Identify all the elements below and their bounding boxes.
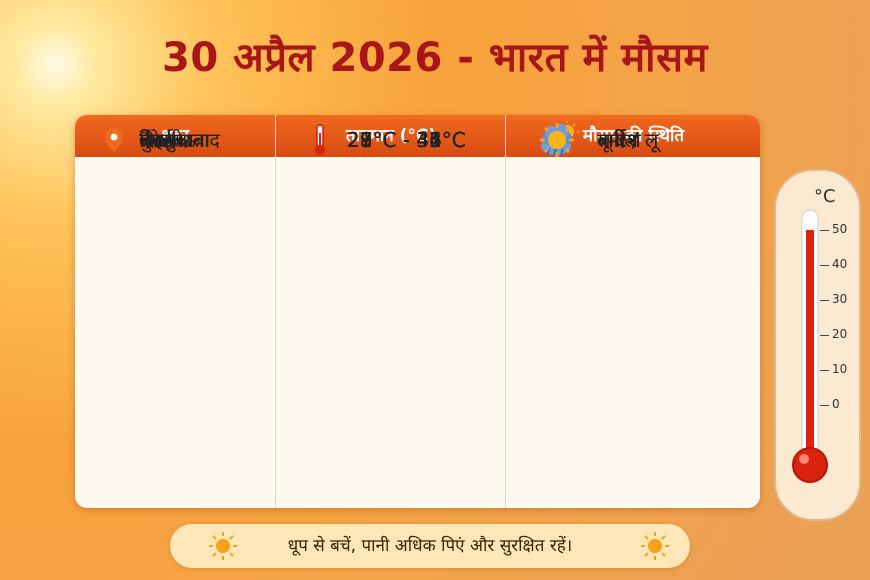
thermometer-tick xyxy=(820,370,829,371)
thermometer-tick-label: 30 xyxy=(832,292,848,306)
temperature-range: 27°C - 42°C xyxy=(347,128,466,152)
thermometer-tick xyxy=(820,335,829,336)
header-cell: तापमान (°C) xyxy=(275,115,506,157)
sun-icon xyxy=(209,532,237,560)
city-name: चेन्नई xyxy=(139,128,173,152)
temperature-range: 21°C - 31°C xyxy=(347,128,466,152)
temperature-range: 28°C - 43°C xyxy=(347,128,466,152)
thermometer-tick xyxy=(820,300,829,301)
weather-condition: बादल xyxy=(597,128,638,152)
weather-condition: बारिश xyxy=(597,128,641,152)
footer-text: धूप से बचें, पानी अधिक पिएं और सुरक्षित … xyxy=(287,536,573,556)
column-divider xyxy=(275,115,276,508)
weather-condition: गर्मी / लू xyxy=(597,128,659,152)
title: 30 अप्रैल 2026 - भारत में मौसम xyxy=(162,35,708,81)
temperature-range: 27°C - 35°C xyxy=(347,128,466,152)
thermometer-tick-label: 40 xyxy=(832,257,848,271)
city-name: अहमदाबाद xyxy=(139,128,220,152)
thermometer-unit: °C xyxy=(814,186,836,207)
thermometer-tick-label: 0 xyxy=(832,397,840,411)
city-name: कोलकाता xyxy=(139,128,211,152)
thermometer xyxy=(774,169,861,521)
footer-banner: धूप से बचें, पानी अधिक पिएं और सुरक्षित … xyxy=(170,524,690,568)
weather-condition: गर्मी / लू xyxy=(597,128,659,152)
thermometer-tick xyxy=(820,265,829,266)
thermometer-tick xyxy=(820,230,829,231)
thermometer-mercury xyxy=(806,230,814,480)
thermometer-tick xyxy=(820,405,829,406)
bulb-shine xyxy=(799,454,809,464)
weather-table: शहर तापमान (°C) मौसम की स्थिति दिल्ली 28°… xyxy=(75,115,760,508)
column-divider xyxy=(505,115,506,508)
temperature-range: 28°C - 36°C xyxy=(347,128,466,152)
weather-icon xyxy=(537,120,577,164)
city-name: बैंगलुरु xyxy=(139,128,188,152)
sun-icon xyxy=(641,532,669,560)
weather-condition: गर्मी xyxy=(597,128,626,152)
weather-condition: बारिश xyxy=(597,128,641,152)
thermometer-tick-label: 20 xyxy=(832,327,848,341)
thermometer-tick-label: 10 xyxy=(832,362,848,376)
city-name: दिल्ली xyxy=(139,128,183,152)
thermometer-bulb xyxy=(792,447,828,483)
temperature-range: 27°C - 34°C xyxy=(347,128,466,152)
temperature-range: 29°C - 44°C xyxy=(347,128,466,152)
city-name: मुंबई xyxy=(139,128,173,152)
thermometer-tick-label: 50 xyxy=(832,222,848,236)
weather-condition: लू xyxy=(597,128,611,152)
thermometer-icon xyxy=(311,123,329,161)
location-icon xyxy=(103,127,125,157)
city-name: लखनऊ xyxy=(139,128,196,152)
